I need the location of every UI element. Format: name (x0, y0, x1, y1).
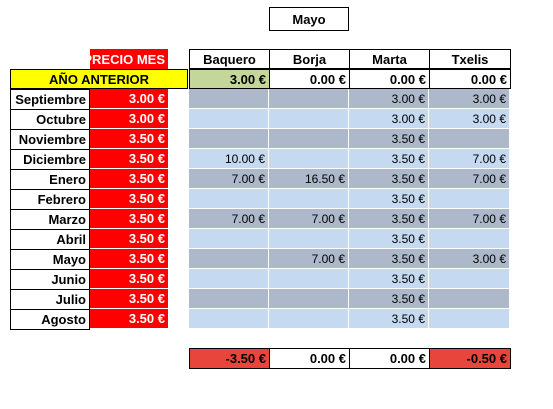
payment-cell-baquero[interactable] (189, 189, 269, 209)
month-price[interactable]: 3.50 € (90, 309, 168, 329)
payment-cell-txelis[interactable] (429, 309, 510, 329)
payment-cell-borja[interactable] (269, 109, 349, 129)
payment-cell-txelis[interactable]: 7.00 € (429, 169, 510, 189)
payment-cell-baquero[interactable]: 7.00 € (189, 169, 269, 189)
total-marta[interactable]: 0.00 € (349, 348, 430, 369)
payment-cell-marta[interactable]: 3.50 € (349, 289, 429, 309)
payment-cell-borja[interactable]: 16.50 € (269, 169, 349, 189)
payment-cell-txelis[interactable] (429, 269, 510, 289)
payment-cell-borja[interactable] (269, 189, 349, 209)
payment-cell-marta[interactable]: 3.00 € (349, 89, 429, 109)
total-txelis[interactable]: -0.50 € (429, 348, 511, 369)
payment-cell-baquero[interactable] (189, 269, 269, 289)
payment-cell-borja[interactable] (269, 289, 349, 309)
payment-cell-marta[interactable]: 3.50 € (349, 269, 429, 289)
total-baquero[interactable]: -3.50 € (189, 348, 270, 369)
month-label[interactable]: Marzo (10, 209, 90, 230)
payment-cell-marta[interactable]: 3.50 € (349, 209, 429, 229)
month-price[interactable]: 3.50 € (90, 169, 168, 189)
person-header-baquero[interactable]: Baquero (189, 49, 270, 69)
payment-cell-borja[interactable] (269, 149, 349, 169)
month-price[interactable]: 3.50 € (90, 269, 168, 289)
month-price[interactable]: 3.50 € (90, 189, 168, 209)
payment-cell-txelis[interactable]: 3.00 € (429, 109, 510, 129)
payment-cell-marta[interactable]: 3.50 € (349, 149, 429, 169)
payment-cell-borja[interactable]: 7.00 € (269, 209, 349, 229)
payment-cell-borja[interactable] (269, 269, 349, 289)
payment-cell-baquero[interactable] (189, 109, 269, 129)
payment-cell-borja[interactable]: 7.00 € (269, 249, 349, 269)
payment-cell-marta[interactable]: 3.50 € (349, 189, 429, 209)
month-label[interactable]: Noviembre (10, 129, 90, 150)
previous-year-txelis[interactable]: 0.00 € (429, 69, 511, 89)
previous-year-borja[interactable]: 0.00 € (269, 69, 350, 89)
payment-cell-baquero[interactable] (189, 289, 269, 309)
sheet-title[interactable]: Mayo (269, 7, 349, 31)
payment-cell-txelis[interactable] (429, 229, 510, 249)
payment-cell-borja[interactable] (269, 89, 349, 109)
payment-cell-borja[interactable] (269, 309, 349, 329)
total-borja[interactable]: 0.00 € (269, 348, 350, 369)
month-label[interactable]: Abril (10, 229, 90, 250)
month-price[interactable]: 3.50 € (90, 129, 168, 149)
month-label[interactable]: Agosto (10, 309, 90, 330)
payment-cell-marta[interactable]: 3.50 € (349, 249, 429, 269)
payment-cell-borja[interactable] (269, 229, 349, 249)
month-label[interactable]: Octubre (10, 109, 90, 130)
payment-cell-marta[interactable]: 3.50 € (349, 129, 429, 149)
month-price[interactable]: 3.50 € (90, 289, 168, 309)
month-label[interactable]: Julio (10, 289, 90, 310)
payment-cell-txelis[interactable] (429, 129, 510, 149)
price-header[interactable]: PRECIO MES (90, 49, 168, 69)
payment-cell-marta[interactable]: 3.50 € (349, 169, 429, 189)
payment-cell-baquero[interactable] (189, 249, 269, 269)
payment-cell-borja[interactable] (269, 129, 349, 149)
month-label[interactable]: Junio (10, 269, 90, 290)
person-header-borja[interactable]: Borja (269, 49, 350, 69)
previous-year-baquero[interactable]: 3.00 € (189, 69, 270, 89)
month-price[interactable]: 3.50 € (90, 229, 168, 249)
previous-year-label[interactable]: AÑO ANTERIOR (10, 69, 188, 89)
month-price[interactable]: 3.00 € (90, 89, 168, 109)
payment-cell-txelis[interactable] (429, 289, 510, 309)
person-header-txelis[interactable]: Txelis (429, 49, 511, 69)
payment-cell-marta[interactable]: 3.00 € (349, 109, 429, 129)
month-price[interactable]: 3.50 € (90, 209, 168, 229)
payment-cell-txelis[interactable]: 3.00 € (429, 249, 510, 269)
month-price[interactable]: 3.50 € (90, 149, 168, 169)
payment-cell-baquero[interactable]: 10.00 € (189, 149, 269, 169)
month-label[interactable]: Febrero (10, 189, 90, 210)
payment-cell-txelis[interactable]: 7.00 € (429, 149, 510, 169)
payment-cell-baquero[interactable]: 7.00 € (189, 209, 269, 229)
payment-cell-marta[interactable]: 3.50 € (349, 309, 429, 329)
month-price[interactable]: 3.50 € (90, 249, 168, 269)
month-label[interactable]: Septiembre (10, 89, 90, 110)
payment-cell-txelis[interactable] (429, 189, 510, 209)
previous-year-marta[interactable]: 0.00 € (349, 69, 430, 89)
payment-cell-txelis[interactable]: 7.00 € (429, 209, 510, 229)
person-header-marta[interactable]: Marta (349, 49, 430, 69)
month-label[interactable]: Diciembre (10, 149, 90, 170)
payment-cell-marta[interactable]: 3.50 € (349, 229, 429, 249)
payment-cell-baquero[interactable] (189, 89, 269, 109)
month-price[interactable]: 3.00 € (90, 109, 168, 129)
payment-cell-baquero[interactable] (189, 129, 269, 149)
payment-cell-baquero[interactable] (189, 309, 269, 329)
month-label[interactable]: Enero (10, 169, 90, 190)
month-label[interactable]: Mayo (10, 249, 90, 270)
payment-cell-txelis[interactable]: 3.00 € (429, 89, 510, 109)
payment-cell-baquero[interactable] (189, 229, 269, 249)
